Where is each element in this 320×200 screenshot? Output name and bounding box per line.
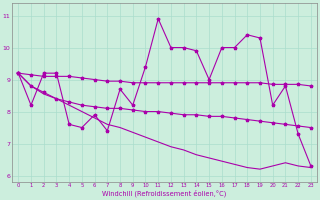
X-axis label: Windchill (Refroidissement éolien,°C): Windchill (Refroidissement éolien,°C) [102,190,227,197]
